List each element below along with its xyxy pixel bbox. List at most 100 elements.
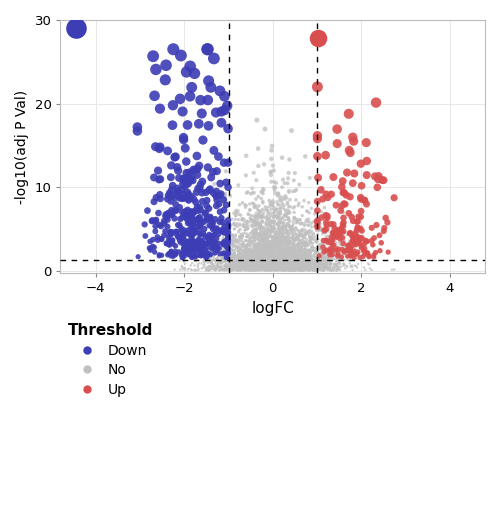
Point xyxy=(220,248,228,256)
Point xyxy=(286,230,294,238)
Point xyxy=(247,265,255,273)
Point xyxy=(266,263,274,271)
Point xyxy=(270,245,278,254)
Point xyxy=(222,167,230,175)
Point xyxy=(263,252,271,261)
Point xyxy=(315,265,323,273)
Point xyxy=(279,261,287,269)
Point xyxy=(280,245,288,253)
Point xyxy=(252,260,260,268)
Point xyxy=(274,265,282,273)
Point xyxy=(307,220,315,228)
Point xyxy=(171,247,179,255)
Point xyxy=(310,260,318,268)
Point xyxy=(256,229,264,238)
Point xyxy=(334,227,342,235)
Point xyxy=(314,249,322,257)
Point xyxy=(289,264,297,272)
Point xyxy=(213,246,221,255)
Point xyxy=(296,259,304,267)
Point xyxy=(312,220,320,229)
Point xyxy=(282,235,290,243)
Point xyxy=(262,260,270,268)
Point xyxy=(248,262,256,270)
Point xyxy=(222,266,230,274)
Point xyxy=(258,224,266,232)
Point xyxy=(312,253,320,261)
Point xyxy=(279,259,287,268)
Point xyxy=(184,248,192,256)
Point xyxy=(250,215,258,224)
Point xyxy=(156,143,164,151)
Point xyxy=(240,266,248,274)
Point xyxy=(278,215,285,223)
Point xyxy=(256,251,264,259)
Point xyxy=(279,254,287,263)
Point xyxy=(256,229,264,237)
Point xyxy=(290,251,298,259)
Point xyxy=(256,229,264,238)
Point xyxy=(258,226,266,235)
Point xyxy=(252,241,260,250)
Point xyxy=(277,252,285,260)
Point xyxy=(282,244,290,253)
Point xyxy=(256,222,264,230)
Point xyxy=(307,265,315,274)
Point xyxy=(294,239,302,247)
Point xyxy=(233,262,241,270)
Point xyxy=(268,200,276,209)
Point xyxy=(289,204,297,212)
Point xyxy=(258,253,266,262)
Point xyxy=(277,253,285,261)
Point xyxy=(260,245,268,253)
Point xyxy=(252,262,260,270)
Point xyxy=(252,255,260,263)
Point xyxy=(236,244,244,253)
Point xyxy=(290,236,298,244)
Point xyxy=(250,227,258,236)
Point xyxy=(216,264,224,272)
Point xyxy=(290,265,298,274)
Point xyxy=(270,202,278,211)
Point xyxy=(188,253,196,262)
Point xyxy=(258,194,266,203)
Point xyxy=(244,223,252,231)
Point xyxy=(235,243,243,251)
Point xyxy=(277,255,285,264)
Point xyxy=(230,260,238,268)
Point xyxy=(254,261,262,269)
Point xyxy=(333,226,341,234)
Point xyxy=(240,262,248,270)
Point xyxy=(339,248,347,256)
Point xyxy=(228,265,235,274)
Point xyxy=(284,257,292,265)
Point xyxy=(345,146,353,154)
Point xyxy=(354,259,362,268)
Point xyxy=(186,212,194,220)
Point xyxy=(333,125,341,133)
Point xyxy=(300,259,308,267)
Point xyxy=(312,257,320,266)
Point xyxy=(290,244,298,253)
Point xyxy=(299,262,307,270)
Point xyxy=(286,262,294,270)
Point xyxy=(274,264,281,272)
Point xyxy=(223,253,231,262)
Point xyxy=(305,237,313,245)
Point xyxy=(260,256,268,264)
Point xyxy=(278,251,286,259)
Point xyxy=(286,261,294,269)
Point xyxy=(224,248,232,256)
Point xyxy=(270,245,278,253)
Point xyxy=(311,248,319,256)
Point xyxy=(232,256,240,264)
Point xyxy=(134,253,142,261)
Point xyxy=(274,254,282,262)
Point xyxy=(276,253,283,262)
Point xyxy=(212,247,220,255)
Point xyxy=(260,251,268,259)
Point xyxy=(281,255,289,263)
Point xyxy=(256,265,264,273)
Y-axis label: -log10(adj P Val): -log10(adj P Val) xyxy=(15,89,29,204)
Point xyxy=(187,220,195,229)
